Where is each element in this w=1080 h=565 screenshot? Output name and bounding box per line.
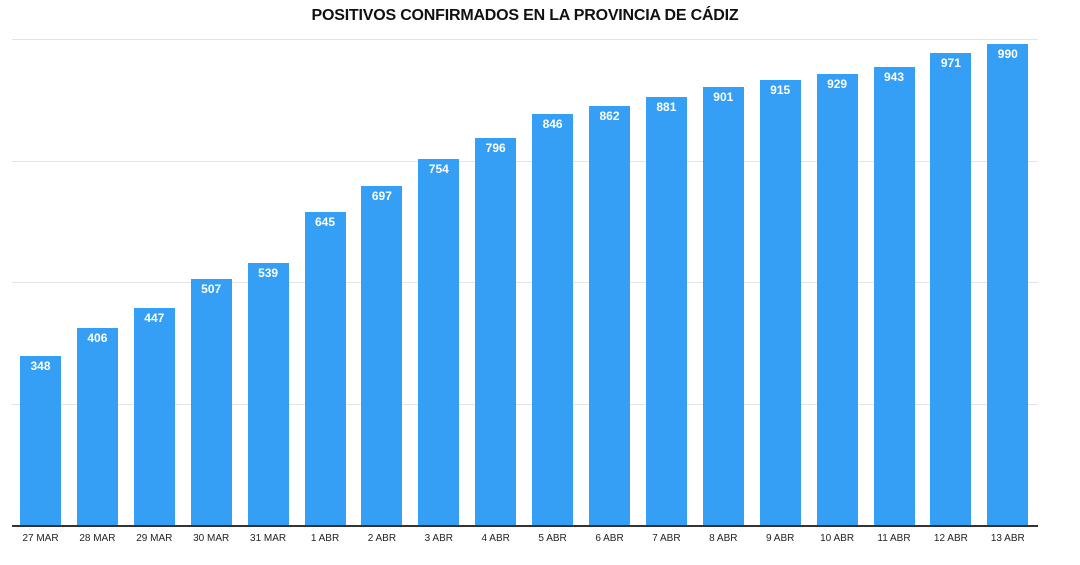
bar: 796 [475, 138, 517, 525]
x-tick-label: 28 MAR [79, 533, 116, 544]
bar: 929 [816, 73, 858, 525]
x-tick-label: 31 MAR [250, 533, 287, 544]
bar-value-label: 862 [599, 109, 620, 124]
bar-value-label: 929 [827, 76, 848, 91]
bar-value-label: 406 [87, 330, 108, 345]
bar: 539 [247, 263, 289, 525]
bar: 447 [133, 307, 175, 525]
bar-value-label: 796 [485, 141, 506, 156]
x-tick-label: 4 ABR [481, 533, 510, 544]
x-tick-label: 7 ABR [652, 533, 681, 544]
bar: 881 [645, 96, 687, 525]
x-tick-label: 12 ABR [933, 533, 968, 544]
bar: 915 [759, 80, 801, 525]
bar: 971 [930, 53, 972, 525]
bar-value-label: 881 [656, 99, 677, 114]
bar: 507 [190, 278, 232, 525]
bar-value-label: 754 [428, 161, 449, 176]
x-tick-label: 9 ABR [766, 533, 795, 544]
bar-value-label: 539 [258, 266, 279, 281]
x-tick-label: 6 ABR [595, 533, 624, 544]
bar: 697 [361, 186, 403, 525]
x-tick-label: 10 ABR [820, 533, 855, 544]
x-tick-label: 3 ABR [424, 533, 453, 544]
bar: 406 [76, 327, 118, 525]
x-tick-label: 27 MAR [22, 533, 59, 544]
bar-value-label: 447 [144, 310, 165, 325]
x-tick-label: 5 ABR [538, 533, 567, 544]
x-tick-label: 30 MAR [193, 533, 230, 544]
bar: 862 [589, 106, 630, 525]
x-tick-label: 8 ABR [709, 533, 738, 544]
gridline [12, 39, 1038, 40]
x-tick-label: 2 ABR [367, 533, 397, 544]
bar-value-label: 971 [940, 56, 961, 71]
bar: 754 [418, 158, 460, 525]
bar: 645 [304, 211, 346, 525]
x-tick-label: 13 ABR [990, 533, 1025, 544]
chart-title: POSITIVOS CONFIRMADOS EN LA PROVINCIA DE… [311, 7, 739, 24]
bar-value-label: 645 [314, 214, 336, 229]
bar-value-label: 915 [770, 83, 791, 98]
bar-value-label: 507 [201, 281, 222, 296]
x-tick-label: 29 MAR [136, 533, 173, 544]
bar-value-label: 697 [371, 189, 392, 204]
bar-value-label: 846 [542, 116, 563, 131]
bar-value-label: 943 [883, 69, 905, 84]
bar: 901 [702, 87, 744, 525]
plot-area: 348 406 447 507 539 645 697 754 796 846 862 881 901 9… [12, 39, 1038, 525]
x-tick-label: 11 ABR [877, 533, 911, 544]
bar-value-label: 348 [30, 358, 51, 373]
gridline [12, 282, 1038, 283]
bar: 943 [873, 66, 915, 525]
x-axis-line [12, 525, 1038, 527]
bar: 990 [987, 43, 1029, 525]
bar: 348 [20, 355, 61, 525]
bar: 846 [532, 113, 574, 525]
bar-value-label: 901 [713, 90, 734, 105]
gridline [12, 160, 1038, 162]
gridline [12, 403, 1038, 405]
x-tick-label: 1 ABR [310, 533, 340, 544]
bar-value-label: 990 [997, 46, 1018, 61]
